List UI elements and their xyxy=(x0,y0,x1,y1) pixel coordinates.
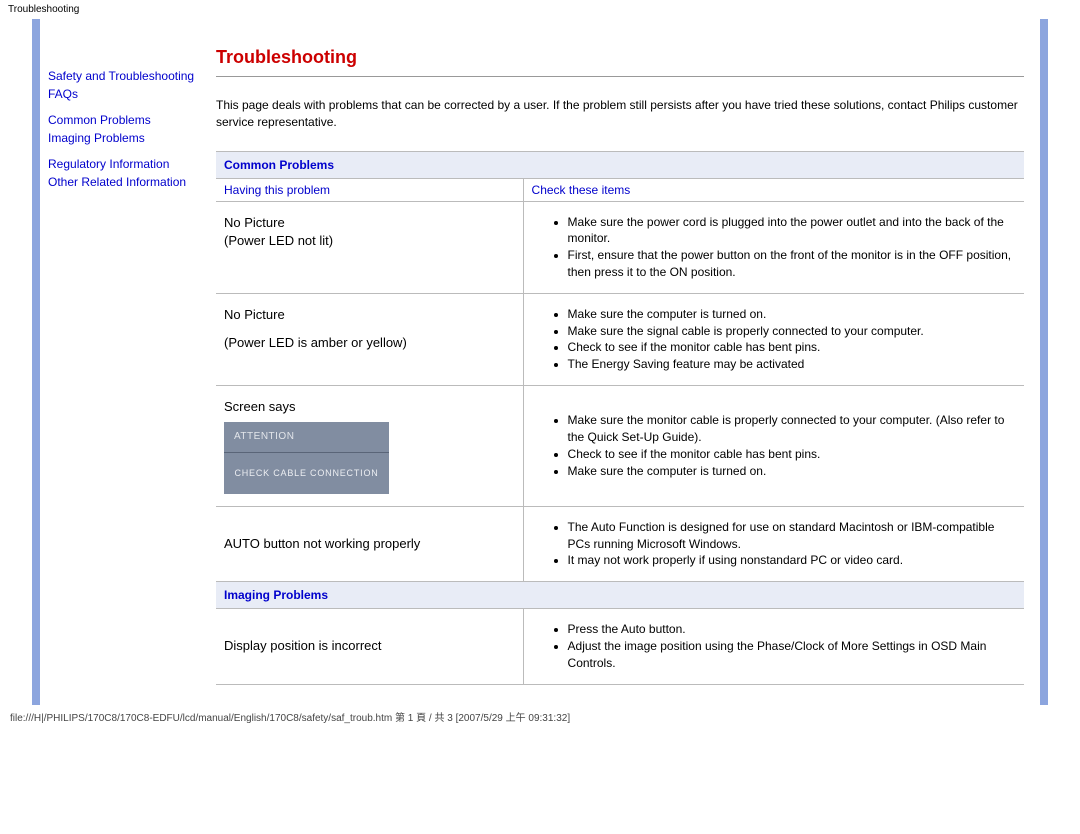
sidebar-link-other-related[interactable]: Other Related Information xyxy=(48,173,200,191)
problem-cell: No Picture (Power LED not lit) xyxy=(216,201,523,293)
column-header-check: Check these items xyxy=(523,178,1024,201)
sidebar-link-safety[interactable]: Safety and Troubleshooting xyxy=(48,67,200,85)
check-cell: The Auto Function is designed for use on… xyxy=(523,506,1024,581)
page-wrapper: Safety and Troubleshooting FAQs Common P… xyxy=(0,19,1080,705)
check-item: Adjust the image position using the Phas… xyxy=(568,638,1016,672)
check-item: Make sure the signal cable is properly c… xyxy=(568,323,1016,340)
check-cell: Make sure the monitor cable is properly … xyxy=(523,385,1024,506)
check-item: The Auto Function is designed for use on… xyxy=(568,519,1016,553)
right-accent-bar xyxy=(1040,19,1048,705)
check-cell: Make sure the power cord is plugged into… xyxy=(523,201,1024,293)
problem-cell: AUTO button not working properly xyxy=(216,506,523,581)
problem-line: Screen says xyxy=(224,398,515,416)
problem-cell: No Picture (Power LED is amber or yellow… xyxy=(216,293,523,385)
page-title: Troubleshooting xyxy=(216,47,1024,68)
sidebar-link-regulatory[interactable]: Regulatory Information xyxy=(48,155,200,173)
problem-line: (Power LED not lit) xyxy=(224,232,515,250)
footer-path: file:///H|/PHILIPS/170C8/170C8-EDFU/lcd/… xyxy=(0,705,1080,734)
sidebar-link-common-problems[interactable]: Common Problems xyxy=(48,111,200,129)
check-item: It may not work properly if using nonsta… xyxy=(568,552,1016,569)
troubleshooting-table: Common Problems Having this problem Chec… xyxy=(216,151,1024,685)
check-cell: Press the Auto button. Adjust the image … xyxy=(523,609,1024,684)
sidebar-nav: Safety and Troubleshooting FAQs Common P… xyxy=(40,19,208,705)
check-item: First, ensure that the power button on t… xyxy=(568,247,1016,281)
column-header-problem: Having this problem xyxy=(216,178,523,201)
check-item: Make sure the computer is turned on. xyxy=(568,463,1016,480)
left-accent-bar xyxy=(32,19,40,705)
main-content: Troubleshooting This page deals with pro… xyxy=(208,19,1040,705)
check-item: Make sure the computer is turned on. xyxy=(568,306,1016,323)
attention-message: CHECK CABLE CONNECTION xyxy=(224,453,389,494)
problem-line: Display position is incorrect xyxy=(224,637,515,655)
check-item: Check to see if the monitor cable has be… xyxy=(568,339,1016,356)
check-item: Check to see if the monitor cable has be… xyxy=(568,446,1016,463)
problem-cell: Display position is incorrect xyxy=(216,609,523,684)
check-item: Press the Auto button. xyxy=(568,621,1016,638)
check-item: Make sure the power cord is plugged into… xyxy=(568,214,1016,248)
problem-line: No Picture xyxy=(224,214,515,232)
sidebar-link-faqs[interactable]: FAQs xyxy=(48,85,200,103)
problem-cell: Screen says ATTENTION CHECK CABLE CONNEC… xyxy=(216,385,523,506)
attention-label: ATTENTION xyxy=(224,422,389,453)
check-item: The Energy Saving feature may be activat… xyxy=(568,356,1016,373)
section-header-common: Common Problems xyxy=(216,151,1024,178)
check-item: Make sure the monitor cable is properly … xyxy=(568,412,1016,446)
sidebar-link-imaging-problems[interactable]: Imaging Problems xyxy=(48,129,200,147)
problem-line: AUTO button not working properly xyxy=(224,535,515,553)
section-header-imaging: Imaging Problems xyxy=(216,582,1024,609)
check-cell: Make sure the computer is turned on. Mak… xyxy=(523,293,1024,385)
title-divider xyxy=(216,76,1024,77)
intro-text: This page deals with problems that can b… xyxy=(216,97,1024,131)
browser-page-title: Troubleshooting xyxy=(0,0,1080,19)
problem-line: (Power LED is amber or yellow) xyxy=(224,334,515,352)
problem-line: No Picture xyxy=(224,306,515,324)
attention-box: ATTENTION CHECK CABLE CONNECTION xyxy=(224,422,389,494)
